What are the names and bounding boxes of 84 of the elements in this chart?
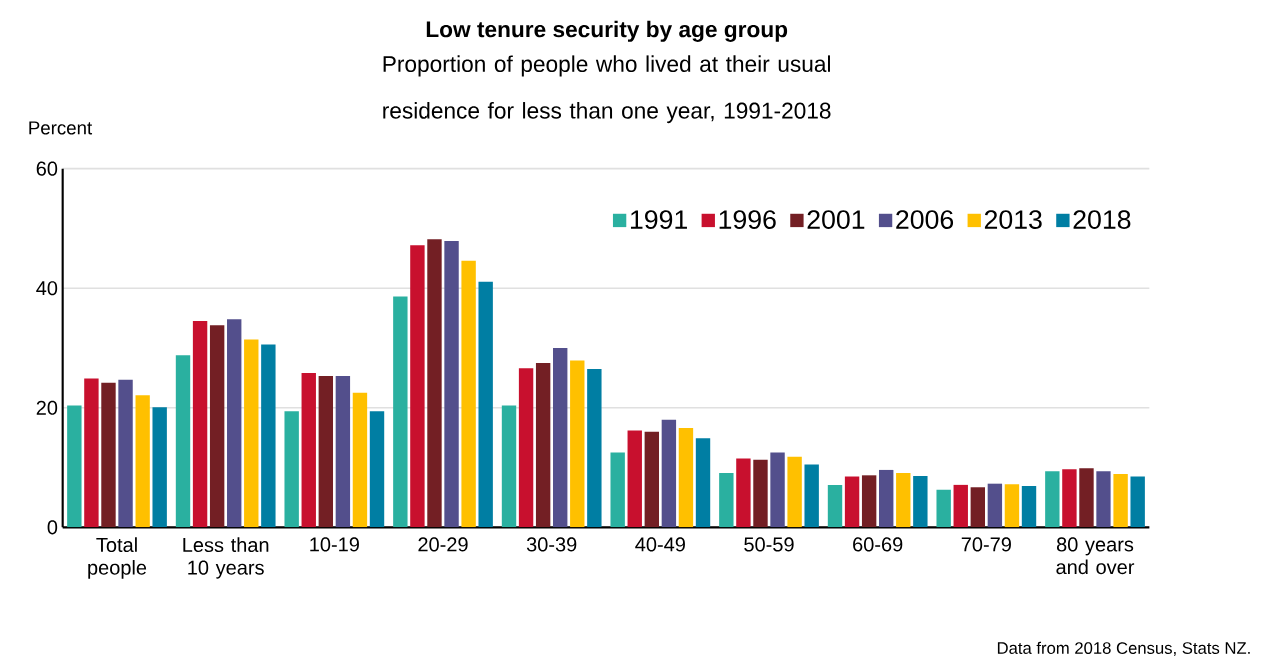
y-tick-label: 0: [47, 520, 58, 535]
bar: [67, 405, 82, 528]
bar: [478, 281, 493, 528]
bar: [175, 355, 191, 528]
bar: [318, 376, 334, 528]
bar: [1113, 474, 1128, 528]
legend-label: 1991: [630, 210, 687, 229]
bar: [587, 368, 602, 528]
bar: [101, 382, 116, 528]
chart-subtitle: Proportion of people who lived at their usual residence for less than one year, 1991-2018: [383, 55, 831, 124]
bar: [827, 484, 843, 528]
bar: [913, 475, 928, 528]
bar: [1045, 471, 1060, 528]
x-tick-label: 50-59: [744, 537, 794, 552]
bar: [393, 296, 408, 528]
bar: [719, 472, 734, 528]
legend-label: 1996: [719, 210, 776, 229]
x-tick-label: 70-79: [961, 537, 1011, 552]
bar: [861, 475, 877, 528]
bar: [804, 464, 819, 528]
y-tick-label: 60: [36, 161, 58, 176]
bar: [987, 483, 1003, 528]
bar: [244, 339, 259, 528]
bar: [135, 395, 150, 528]
bar: [192, 321, 208, 528]
bar: [953, 484, 968, 528]
bar: [335, 376, 351, 528]
bar: [261, 344, 276, 528]
bar: [1021, 486, 1037, 528]
bar: [787, 456, 802, 528]
legend-label: 2018: [1073, 210, 1131, 229]
bar: [410, 245, 425, 528]
bar: [627, 430, 642, 528]
bar: [427, 239, 442, 528]
bar: [1096, 471, 1111, 528]
x-tick-label: 30-39: [526, 537, 577, 552]
x-tick-label: 60-69: [853, 537, 903, 552]
bar: [444, 240, 459, 528]
bar: [518, 368, 534, 528]
bar: [553, 347, 568, 528]
legend-label: 2013: [984, 210, 1042, 229]
bar: [770, 452, 785, 528]
x-tick-label: 10-19: [310, 537, 359, 552]
bar: [936, 489, 951, 528]
text: Data from 2018 Census, Stats NZ.: [997, 641, 1250, 656]
bar: [970, 487, 986, 528]
bar: [1062, 469, 1077, 528]
bar: [661, 419, 677, 528]
bar: [501, 405, 517, 528]
bar: [227, 319, 242, 528]
bar: [209, 325, 225, 528]
y-tick-label: 40: [36, 281, 58, 296]
x-tick-label: 40-49: [635, 537, 685, 552]
bar: [844, 476, 860, 528]
bar: [644, 431, 660, 528]
bar: [1079, 468, 1094, 528]
bar: [301, 373, 316, 528]
bar: [152, 407, 167, 528]
x-tick-label: Total people: [88, 537, 147, 579]
bar: [695, 438, 711, 528]
x-tick-label: 20-29: [418, 537, 468, 552]
y-axis-title: Percent: [29, 121, 93, 135]
bar: [736, 458, 751, 528]
bar: [570, 360, 585, 528]
x-tick-label: Less than 10 years: [183, 537, 269, 579]
bar: [84, 378, 99, 528]
legend-label: 2001: [807, 210, 865, 229]
bar: [1130, 476, 1145, 528]
bar: [118, 379, 133, 528]
bar: [1004, 484, 1020, 528]
bar: [610, 452, 625, 528]
chart-title: Low tenure security by age group: [426, 20, 788, 42]
bar: [284, 411, 299, 528]
bar: [896, 472, 911, 528]
bar: [678, 428, 694, 528]
y-tick-label: 20: [36, 400, 58, 415]
bar: [879, 469, 894, 528]
bar: [753, 459, 768, 528]
bar: [369, 411, 385, 528]
bar: [461, 260, 476, 528]
x-tick-label: 80 years and over: [1056, 537, 1135, 575]
bar: [535, 362, 551, 528]
legend-label: 2006: [896, 210, 954, 229]
bar: [352, 392, 368, 528]
